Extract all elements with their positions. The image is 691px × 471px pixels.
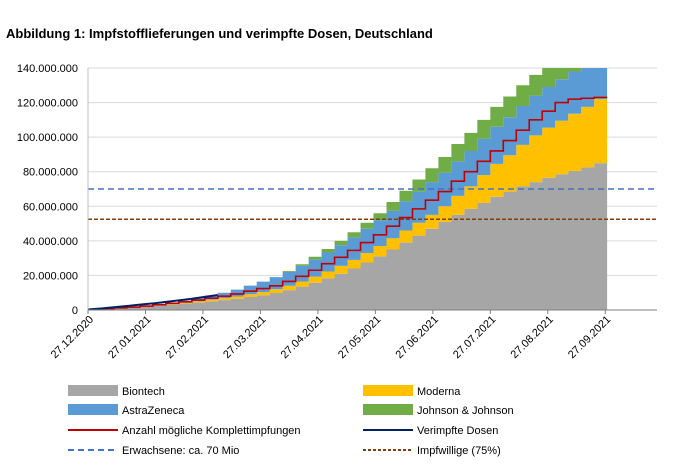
chart-title: Abbildung 1: Impfstofflieferungen und ve… — [6, 26, 433, 41]
legend-label-moderna: Moderna — [417, 386, 461, 398]
x-tick-label: 27.04.2021 — [279, 314, 326, 361]
legend-swatch-johnson-johnson — [363, 404, 413, 415]
series-lines — [88, 96, 608, 310]
stacked-areas — [88, 68, 608, 310]
area-johnson-johnson — [88, 68, 582, 310]
y-tick-label: 120.000.000 — [17, 98, 78, 110]
x-tick-label: 27.08.2021 — [508, 314, 555, 361]
y-tick-label: 40.000.000 — [23, 236, 78, 248]
area-astrazeneca — [88, 68, 608, 310]
y-tick-label: 100.000.000 — [17, 132, 78, 144]
area-moderna — [88, 99, 608, 310]
x-tick-label: 27.02.2021 — [164, 314, 211, 361]
x-tick-label: 27.03.2021 — [221, 314, 268, 361]
y-tick-label: 0 — [72, 305, 78, 317]
legend-label-anzahl-m-gliche-komplettimpfungen: Anzahl mögliche Komplettimpfungen — [122, 425, 301, 437]
y-tick-label: 60.000.000 — [23, 201, 78, 213]
x-tick-label: 27.12.2020 — [49, 314, 96, 361]
line-verimpfte-dosen — [88, 293, 218, 310]
x-tick-label: 27.07.2021 — [451, 314, 498, 361]
legend-label-johnson-johnson: Johnson & Johnson — [417, 405, 514, 417]
area-biontech — [88, 163, 608, 310]
legend-label-erwachsene-ca-70-mio: Erwachsene: ca. 70 Mio — [122, 445, 239, 457]
x-tick-label: 27.05.2021 — [336, 314, 383, 361]
x-tick-label: 27.06.2021 — [394, 314, 441, 361]
legend-swatch-biontech — [68, 385, 118, 396]
legend-label-impfwillige-75-: Impfwillige (75%) — [417, 445, 501, 457]
x-tick-label: 27.09.2021 — [566, 314, 613, 361]
legend-label-verimpfte-dosen: Verimpfte Dosen — [417, 425, 498, 437]
legend: Biontech Moderna AstraZeneca Johnson & John… — [68, 385, 514, 457]
line-komplettimpfungen — [88, 96, 608, 310]
y-tick-label: 80.000.000 — [23, 167, 78, 179]
y-tick-label: 140.000.000 — [17, 63, 78, 75]
legend-swatch-astrazeneca — [68, 404, 118, 415]
legend-label-astrazeneca: AstraZeneca — [122, 405, 185, 417]
x-tick-label: 27.01.2021 — [106, 314, 153, 361]
legend-swatch-moderna — [363, 385, 413, 396]
legend-label-biontech: Biontech — [122, 386, 165, 398]
reference-lines — [88, 188, 657, 220]
y-tick-label: 20.000.000 — [23, 270, 78, 282]
